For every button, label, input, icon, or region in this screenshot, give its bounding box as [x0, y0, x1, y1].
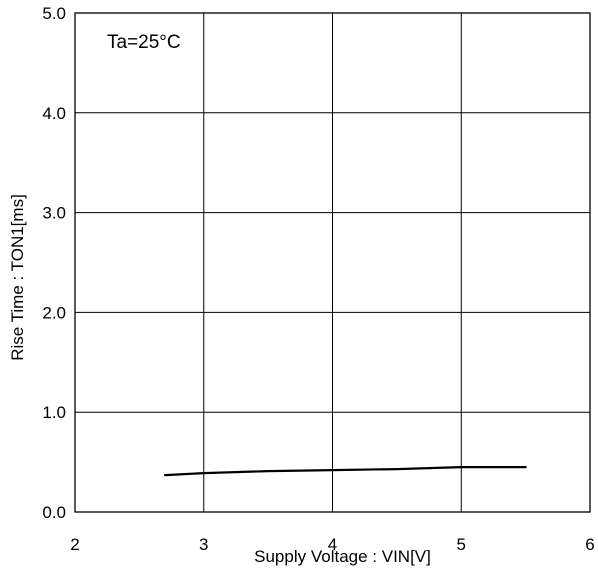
temperature-annotation: Ta=25°C: [107, 32, 181, 53]
y-tick-label: 5.0: [42, 4, 66, 23]
rise-time-series-line: [164, 466, 527, 477]
y-tick-label: 4.0: [42, 104, 66, 123]
x-tick-label: 6: [585, 535, 594, 554]
grid-lines: [74, 12, 591, 513]
series-layer: [164, 466, 527, 477]
plot-area: [74, 12, 591, 513]
x-axis-label: Supply Voltage : VIN[V]: [254, 547, 431, 566]
x-tick-label: 5: [457, 535, 466, 554]
x-tick-label: 2: [70, 535, 79, 554]
x-tick-label: 3: [199, 535, 208, 554]
y-axis-label: Rise Time : TON1[ms]: [8, 194, 27, 361]
y-tick-label: 1.0: [42, 403, 66, 422]
y-tick-label: 0.0: [42, 503, 66, 522]
y-tick-label: 2.0: [42, 303, 66, 322]
x-tick-labels: 2 3 4 5 6: [70, 535, 594, 554]
x-tick-label: 4: [328, 535, 337, 554]
y-tick-labels: 0.0 1.0 2.0 3.0 4.0 5.0: [42, 4, 66, 522]
y-tick-label: 3.0: [42, 204, 66, 223]
